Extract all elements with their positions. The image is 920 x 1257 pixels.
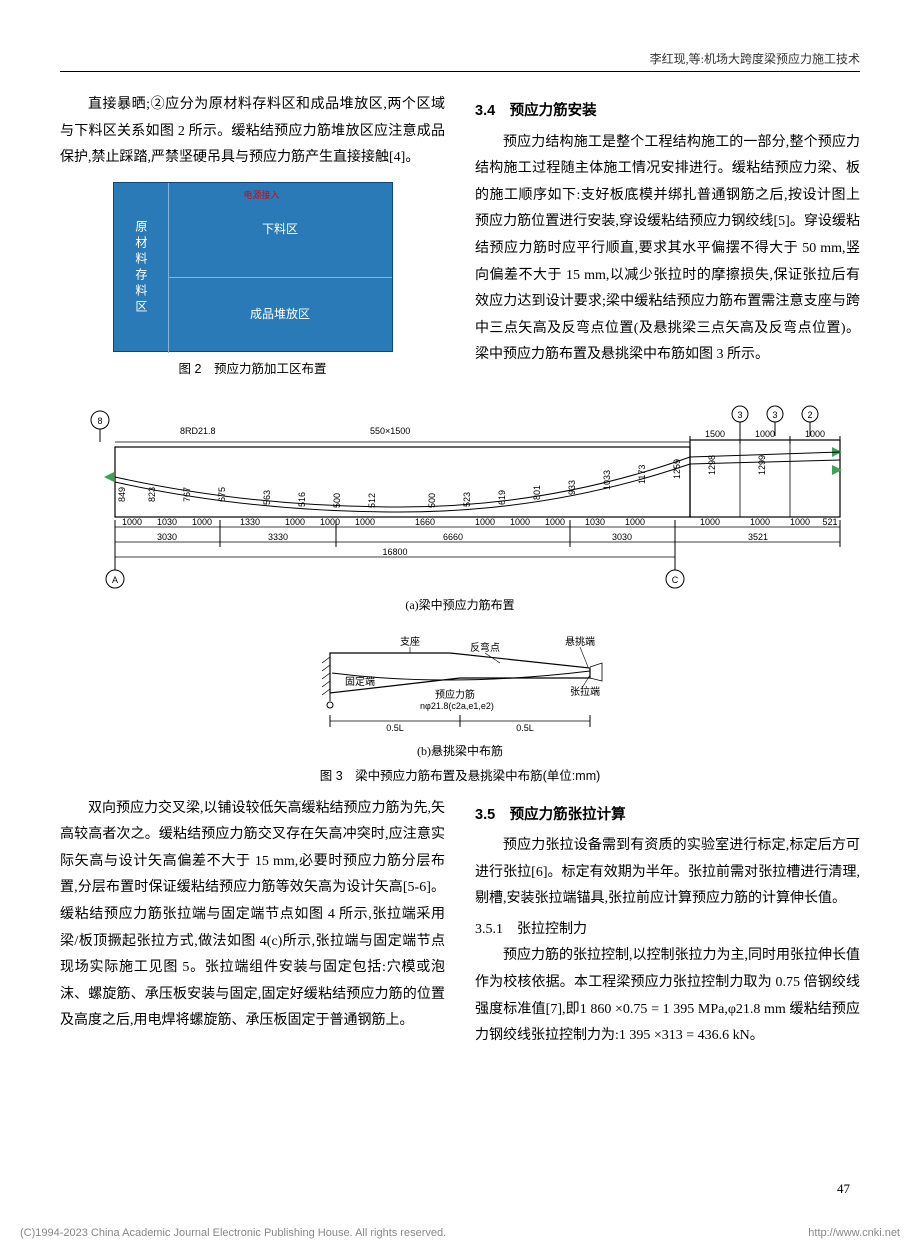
svg-text:张拉端: 张拉端 — [570, 685, 600, 698]
svg-text:767: 767 — [182, 487, 192, 502]
svg-text:nφ21.8(c2a,e1,e2): nφ21.8(c2a,e1,e2) — [420, 701, 494, 711]
svg-text:1298: 1298 — [707, 455, 717, 475]
svg-text:0.5L: 0.5L — [516, 723, 534, 733]
section-3-4-title: 3.4 预应力筋安装 — [475, 98, 860, 126]
svg-text:1033: 1033 — [602, 470, 612, 490]
svg-text:1330: 1330 — [240, 517, 260, 527]
paragraph: 预应力筋的张拉控制,以控制张拉力为主,同时用张拉伸长值作为校核依据。本工程梁预应… — [475, 943, 860, 1049]
svg-text:1000: 1000 — [355, 517, 375, 527]
svg-text:3: 3 — [772, 410, 777, 420]
footer-copyright: (C)1994-2023 China Academic Journal Elec… — [20, 1227, 446, 1239]
svg-text:固定端: 固定端 — [345, 675, 375, 688]
svg-text:3: 3 — [737, 410, 742, 420]
svg-text:675: 675 — [217, 487, 227, 502]
paragraph: 双向预应力交叉梁,以铺设较低矢高缓粘结预应力筋为先,矢高较高者次之。缓粘结预应力… — [60, 796, 445, 1035]
svg-text:1299: 1299 — [757, 455, 767, 475]
fig3b-caption: (b)悬挑梁中布筋 — [60, 742, 860, 759]
header-text: 李红现,等:机场大跨度梁预应力施工技术 — [650, 52, 860, 66]
paragraph: 预应力结构施工是整个工程结构施工的一部分,整个预应力结构施工过程随主体施工情况安… — [475, 130, 860, 369]
svg-text:1000: 1000 — [625, 517, 645, 527]
svg-text:悬挑端: 悬挑端 — [565, 635, 595, 648]
svg-text:1000: 1000 — [700, 517, 720, 527]
svg-text:1259: 1259 — [672, 459, 682, 479]
paragraph: 直接暴晒;②应分为原材料存料区和成品堆放区,两个区域与下料区关系如图 2 所示。… — [60, 92, 445, 172]
svg-text:A: A — [112, 575, 118, 585]
paragraph: 预应力张拉设备需到有资质的实验室进行标定,标定后方可进行张拉[6]。标定有效期为… — [475, 833, 860, 913]
svg-text:预应力筋: 预应力筋 — [435, 688, 475, 701]
fig2-botright-zone: 成品堆放区 — [169, 278, 392, 351]
svg-text:3030: 3030 — [612, 532, 632, 542]
svg-text:619: 619 — [497, 490, 507, 505]
left-column-top: 直接暴晒;②应分为原材料存料区和成品堆放区,两个区域与下料区关系如图 2 所示。… — [60, 92, 445, 386]
footer-url: http://www.cnki.net — [808, 1227, 900, 1239]
section-3-5-title: 3.5 预应力筋张拉计算 — [475, 802, 860, 830]
svg-text:1000: 1000 — [285, 517, 305, 527]
page-number: 47 — [837, 1181, 850, 1197]
svg-text:1000: 1000 — [790, 517, 810, 527]
fig2-topright-zone: 下料区 — [169, 183, 392, 278]
svg-text:反弯点: 反弯点 — [470, 641, 500, 654]
page-header: 李红现,等:机场大跨度梁预应力施工技术 — [60, 50, 860, 72]
fig3a-svg: 8 3 3 2 8RD21.8 550×1500 1500 1000 1000 — [70, 402, 850, 592]
svg-text:500: 500 — [427, 493, 437, 508]
fig3b-diagram: 支座 反弯点 悬挑端 固定端 预应力筋 nφ21.8(c2a,e1,e2) 张拉… — [270, 623, 650, 738]
svg-text:0.5L: 0.5L — [386, 723, 404, 733]
page-footer: (C)1994-2023 China Academic Journal Elec… — [0, 1227, 920, 1239]
svg-text:933: 933 — [567, 480, 577, 495]
svg-text:C: C — [672, 575, 679, 585]
right-column-bottom: 3.5 预应力筋张拉计算 预应力张拉设备需到有资质的实验室进行标定,标定后方可进… — [475, 796, 860, 1050]
svg-text:512: 512 — [367, 493, 377, 508]
svg-text:1000: 1000 — [510, 517, 530, 527]
section-3-5-1-title: 3.5.1 张拉控制力 — [475, 917, 860, 944]
left-column-bottom: 双向预应力交叉梁,以铺设较低矢高缓粘结预应力筋为先,矢高较高者次之。缓粘结预应力… — [60, 796, 445, 1050]
svg-text:1173: 1173 — [637, 464, 647, 483]
svg-text:1500: 1500 — [705, 429, 725, 439]
fig2-left-zone: 原材料存料区 — [114, 183, 169, 353]
svg-text:支座: 支座 — [400, 635, 420, 648]
svg-text:3030: 3030 — [157, 532, 177, 542]
bottom-cells: 1000 1030 1000 1330 1000 1000 1000 1660 … — [122, 517, 838, 527]
svg-text:1660: 1660 — [415, 517, 435, 527]
svg-text:1000: 1000 — [805, 429, 825, 439]
svg-text:823: 823 — [147, 487, 157, 502]
svg-text:1000: 1000 — [122, 517, 142, 527]
svg-text:801: 801 — [532, 485, 542, 500]
fig2-diagram: 电源接入 原材料存料区 下料区 成品堆放区 — [113, 182, 393, 352]
figure-2: 电源接入 原材料存料区 下料区 成品堆放区 图 2 预应力筋加工区布置 — [60, 182, 445, 382]
svg-text:1030: 1030 — [585, 517, 605, 527]
svg-text:563: 563 — [262, 490, 272, 505]
svg-text:1000: 1000 — [475, 517, 495, 527]
top-columns: 直接暴晒;②应分为原材料存料区和成品堆放区,两个区域与下料区关系如图 2 所示。… — [60, 92, 860, 386]
svg-text:16800: 16800 — [382, 547, 407, 557]
svg-text:1000: 1000 — [750, 517, 770, 527]
fig3a-diagram: 8 3 3 2 8RD21.8 550×1500 1500 1000 1000 — [70, 402, 850, 592]
svg-text:6660: 6660 — [443, 532, 463, 542]
svg-text:1030: 1030 — [157, 517, 177, 527]
svg-text:521: 521 — [822, 517, 837, 527]
svg-text:1000: 1000 — [192, 517, 212, 527]
right-column-top: 3.4 预应力筋安装 预应力结构施工是整个工程结构施工的一部分,整个预应力结构施… — [475, 92, 860, 386]
svg-text:1000: 1000 — [545, 517, 565, 527]
bottom-columns: 双向预应力交叉梁,以铺设较低矢高缓粘结预应力筋为先,矢高较高者次之。缓粘结预应力… — [60, 796, 860, 1050]
top-label-2: 550×1500 — [370, 426, 410, 436]
svg-text:1000: 1000 — [755, 429, 775, 439]
fig3-caption: 图 3 梁中预应力筋布置及悬挑梁中布筋(单位:mm) — [60, 765, 860, 784]
fig3a-caption: (a)梁中预应力筋布置 — [60, 596, 860, 613]
svg-text:3330: 3330 — [268, 532, 288, 542]
svg-text:500: 500 — [332, 493, 342, 508]
top-label-1: 8RD21.8 — [180, 426, 216, 436]
fig2-caption: 图 2 预应力筋加工区布置 — [60, 358, 445, 382]
svg-text:516: 516 — [297, 492, 307, 507]
figure-3: 8 3 3 2 8RD21.8 550×1500 1500 1000 1000 — [60, 402, 860, 784]
svg-text:1000: 1000 — [320, 517, 340, 527]
fig3b-svg: 支座 反弯点 悬挑端 固定端 预应力筋 nφ21.8(c2a,e1,e2) 张拉… — [270, 623, 650, 738]
svg-text:2: 2 — [807, 410, 812, 420]
svg-text:3521: 3521 — [748, 532, 768, 542]
marker-8: 8 — [97, 416, 102, 426]
svg-text:523: 523 — [462, 492, 472, 507]
svg-text:849: 849 — [117, 487, 127, 502]
